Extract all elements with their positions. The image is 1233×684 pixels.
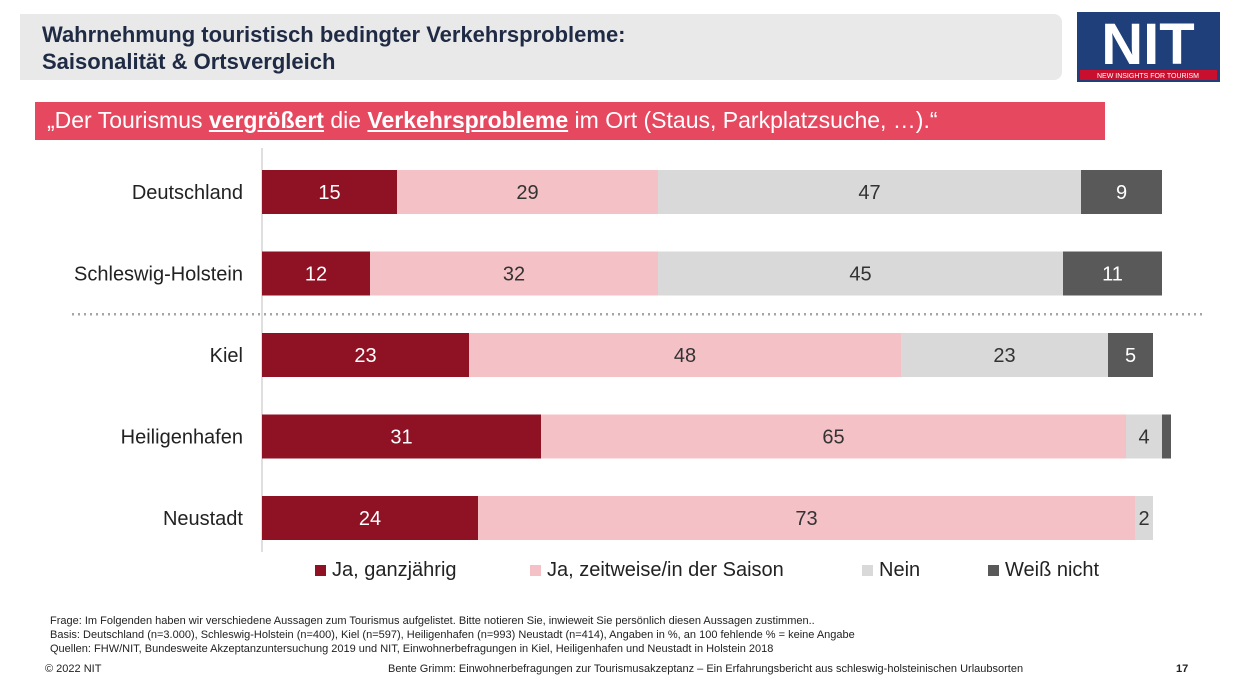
data-label: 23 — [993, 345, 1015, 367]
stacked-bar-chart: Deutschland 15 29 47 9 Schleswig-Holstein 12 32… — [72, 148, 1205, 552]
data-label: 29 — [516, 182, 538, 204]
data-label: 2 — [1138, 508, 1149, 530]
bar-segment — [262, 496, 478, 540]
legend-label: Ja, ganzjährig — [332, 559, 457, 581]
quote-emphasis-1: vergrößert — [208, 107, 324, 133]
category-label: Deutschland — [132, 182, 243, 204]
legend-item: Nein — [862, 559, 920, 582]
legend-label: Weiß nicht — [1005, 559, 1100, 581]
quote-part-2: die — [323, 107, 368, 133]
bar-segment — [541, 414, 1126, 459]
category-label: Heiligenhafen — [121, 427, 243, 449]
data-label: 47 — [858, 182, 880, 204]
bar-segment — [262, 414, 541, 459]
title-line-1: Wahrnehmung touristisch bedingter Verkeh… — [42, 22, 626, 47]
bar-segment — [1135, 496, 1153, 540]
bar-segment — [1063, 251, 1162, 296]
logo-tagline: NEW INSIGHTS FOR TOURISM — [1097, 73, 1199, 80]
bar-segment — [901, 333, 1108, 377]
footnotes: Frage: Im Folgenden haben wir verschiede… — [50, 614, 855, 656]
bar-segment — [262, 251, 370, 296]
page-title: Wahrnehmung touristisch bedingter Verkeh… — [42, 21, 626, 75]
logo-tagline-background — [1080, 70, 1217, 80]
legend-swatch — [862, 565, 873, 576]
data-label: 32 — [503, 264, 525, 286]
legend-label: Nein — [879, 559, 921, 581]
data-label: 9 — [1116, 182, 1127, 204]
page-number: 17 — [1176, 663, 1189, 675]
quote-emphasis-2: Verkehrsprobleme — [367, 107, 569, 133]
data-label: 4 — [1138, 427, 1149, 449]
data-label: 45 — [849, 264, 871, 286]
data-label: 65 — [822, 427, 844, 449]
data-label: 73 — [795, 508, 817, 530]
data-label: 15 — [318, 182, 340, 204]
quote-part-1: „Der Tourismus — [47, 107, 209, 133]
footnote-basis: Basis: Deutschland (n=3.000), Schleswig-… — [50, 629, 855, 641]
bar-segment — [1126, 414, 1162, 459]
data-label: 24 — [359, 508, 381, 530]
data-label: 11 — [1102, 264, 1123, 286]
bar-segment — [262, 170, 397, 214]
category-label: Neustadt — [163, 508, 243, 530]
presenter-line: Bente Grimm: Einwohnerbefragungen zur To… — [388, 663, 1024, 675]
bar-segment — [658, 251, 1063, 296]
category-label: Kiel — [210, 345, 243, 367]
legend-swatch — [315, 565, 326, 576]
copyright: © 2022 NIT — [45, 663, 102, 675]
logo-text: NIT — [1101, 12, 1194, 77]
bar-segment — [469, 333, 901, 377]
legend-item: Ja, ganzjährig — [315, 559, 457, 582]
quote-part-3: im Ort (Staus, Parkplatzsuche, …).“ — [568, 107, 938, 133]
title-line-2: Saisonalität & Ortsvergleich — [42, 49, 336, 74]
bar-segment — [658, 170, 1081, 214]
title-bar: Wahrnehmung touristisch bedingter Verkeh… — [20, 14, 1062, 80]
data-label: 5 — [1125, 345, 1136, 367]
legend-item: Ja, zeitweise/in der Saison — [530, 559, 784, 582]
legend-label: Ja, zeitweise/in der Saison — [547, 559, 784, 581]
legend-swatch — [530, 565, 541, 576]
data-label: 12 — [305, 264, 327, 286]
bar-segment — [1162, 414, 1171, 459]
nit-logo: NIT NEW INSIGHTS FOR TOURISM — [1077, 12, 1220, 82]
bar-segment — [370, 251, 658, 296]
category-label: Schleswig-Holstein — [74, 264, 243, 286]
quote-banner: „Der Tourismus vergrößert die Verkehrspr… — [35, 102, 1105, 140]
bar-segment — [1108, 333, 1153, 377]
chart-legend: Ja, ganzjährig Ja, zeitweise/in der Saiso… — [0, 559, 1233, 585]
data-label: 23 — [354, 345, 376, 367]
bar-segment — [1081, 170, 1162, 214]
legend-swatch — [988, 565, 999, 576]
quote-text: „Der Tourismus vergrößert die Verkehrspr… — [47, 107, 938, 134]
data-label: 48 — [674, 345, 696, 367]
bar-segment — [478, 496, 1135, 540]
footnote-quellen: Quellen: FHW/NIT, Bundesweite Akzeptanzu… — [50, 643, 774, 655]
legend-item: Weiß nicht — [988, 559, 1099, 582]
footnote-frage: Frage: Im Folgenden haben wir verschiede… — [50, 615, 815, 627]
data-label: 31 — [390, 427, 412, 449]
bar-segment — [397, 170, 658, 214]
bar-segment — [262, 333, 469, 377]
